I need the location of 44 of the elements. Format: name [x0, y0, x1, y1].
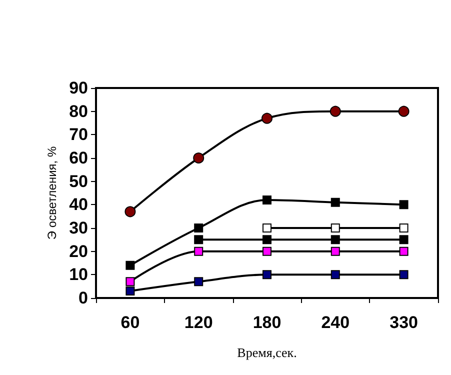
x-tick-label: 180: [252, 313, 282, 332]
point: [330, 198, 340, 207]
y-tick-label: 50: [69, 172, 88, 191]
point: [262, 270, 272, 280]
y-tick-label: 10: [69, 265, 88, 284]
x-tick-label: 120: [184, 313, 213, 332]
point: [398, 106, 410, 117]
x-tick-label: 240: [321, 313, 350, 332]
y-tick-label: 90: [69, 78, 88, 98]
y-tick-label: 70: [69, 125, 88, 144]
point: [126, 260, 135, 270]
y-tick-label: 20: [69, 242, 88, 261]
point: [330, 235, 340, 244]
point: [126, 277, 135, 286]
point: [399, 235, 408, 244]
point: [194, 277, 204, 286]
x-tick-label: 330: [390, 313, 418, 332]
point: [262, 224, 272, 232]
y-tick-label: 0: [78, 288, 88, 308]
point: [124, 206, 136, 218]
point: [193, 152, 204, 164]
point: [262, 196, 272, 204]
y-tick-label: 40: [69, 195, 88, 214]
point: [194, 224, 204, 232]
point: [399, 200, 408, 210]
point: [194, 235, 204, 244]
point: [262, 112, 272, 124]
y-tick-label: 60: [69, 148, 88, 168]
point: [399, 246, 408, 256]
point: [262, 235, 272, 244]
point: [330, 224, 340, 232]
y-tick-label: 80: [69, 102, 88, 121]
point: [399, 224, 408, 232]
point: [126, 286, 135, 296]
y-tick-label: 30: [69, 218, 88, 238]
point: [399, 270, 408, 280]
point: [194, 246, 204, 256]
x-tick-label: 60: [120, 313, 140, 332]
x-axis-title: Время,сек.: [237, 345, 297, 360]
point: [330, 246, 340, 256]
point: [262, 246, 272, 256]
point: [330, 106, 341, 117]
y-axis-title: Э осветления, %: [45, 146, 59, 240]
point: [330, 270, 340, 280]
